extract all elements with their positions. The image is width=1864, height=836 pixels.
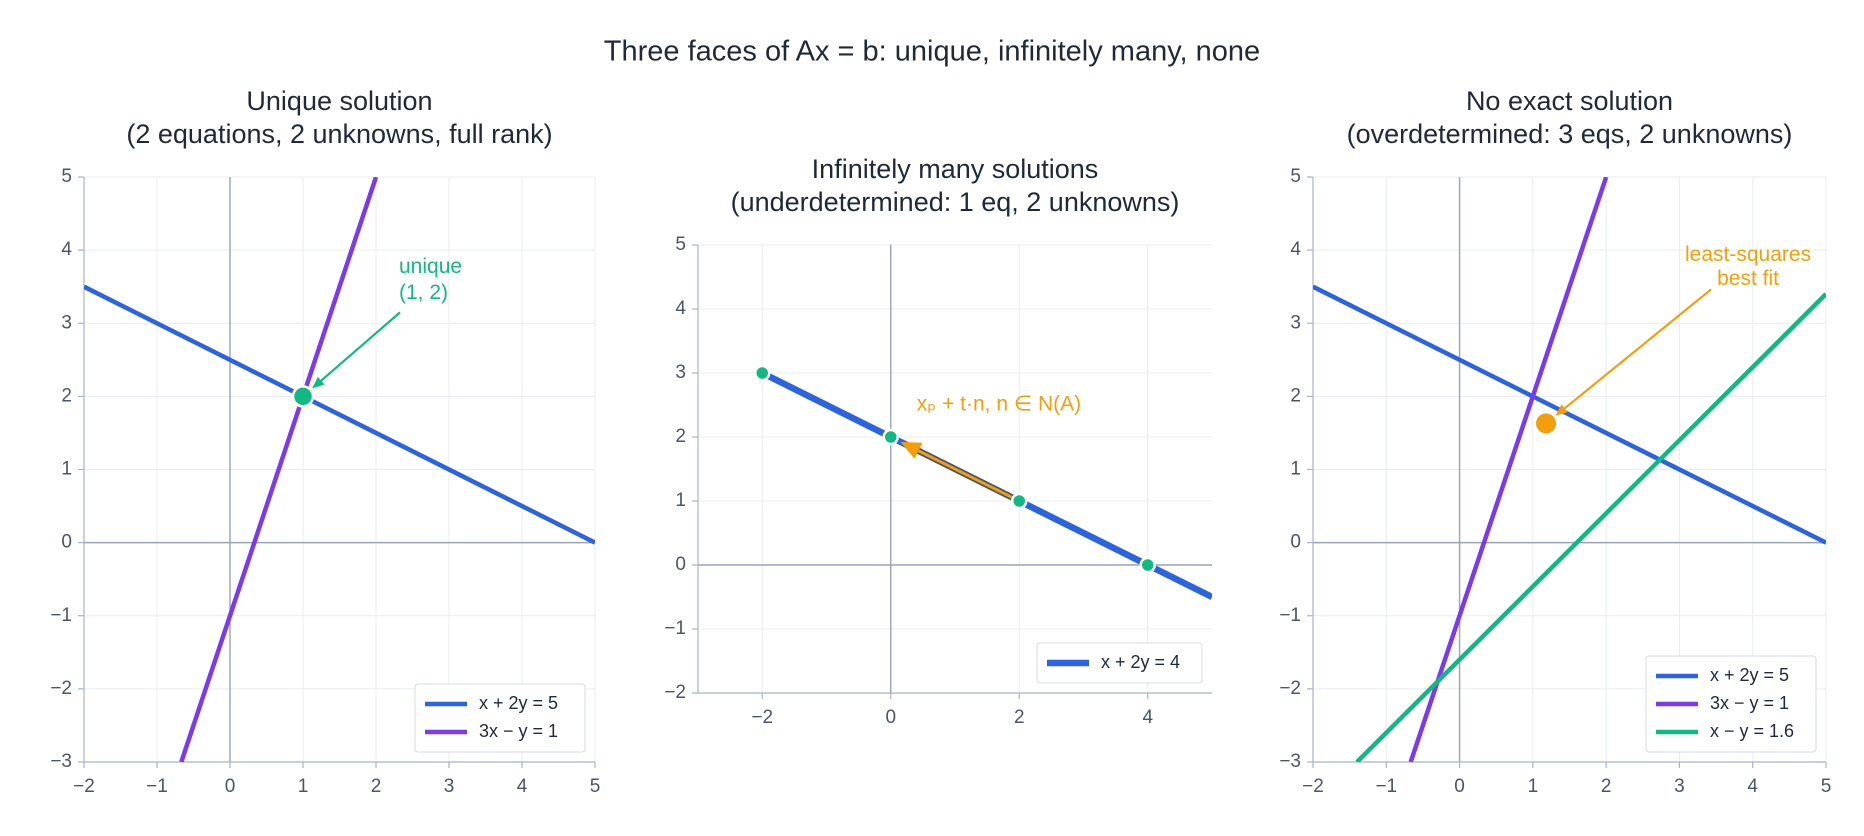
y-tick-label: −1 <box>1279 605 1301 626</box>
x-tick-label: 2 <box>371 776 382 797</box>
x-tick-label: 4 <box>1142 707 1153 728</box>
y-tick-label: 1 <box>1290 459 1301 480</box>
series-line <box>1355 292 1826 762</box>
annotation: xₚ + t·n, n ∈ N(A) <box>917 393 1081 416</box>
x-tick-label: 5 <box>590 776 601 797</box>
y-tick-label: −1 <box>664 618 686 639</box>
y-tick-label: −2 <box>1279 678 1301 699</box>
point <box>1139 556 1156 574</box>
x-tick-label: 2 <box>1014 707 1025 728</box>
y-tick-label: 2 <box>61 385 72 406</box>
legend-box <box>1645 655 1817 753</box>
annotation: least-squares <box>1685 243 1811 266</box>
y-tick-label: 0 <box>61 532 72 553</box>
legend-label: x + 2y = 4 <box>1101 652 1180 672</box>
series-line <box>84 284 595 545</box>
legend-label: 3x − y = 1 <box>1710 693 1789 713</box>
legend-label: x + 2y = 5 <box>479 693 558 713</box>
x-tick-label: 3 <box>444 776 455 797</box>
series-line <box>1408 177 1609 762</box>
y-tick-label: −2 <box>50 678 72 699</box>
point <box>882 428 899 446</box>
y-tick-label: 3 <box>1290 312 1301 333</box>
annotation-arrow-head <box>312 376 325 389</box>
y-tick-label: 4 <box>675 298 686 319</box>
annotation-arrow <box>1563 288 1712 410</box>
x-tick-label: −1 <box>1375 776 1397 797</box>
y-tick-label: 5 <box>675 234 686 255</box>
legend-box <box>1036 642 1203 684</box>
y-tick-label: 1 <box>675 490 686 511</box>
chart-title: (underdetermined: 1 eq, 2 unknowns) <box>731 187 1180 217</box>
y-tick-label: 3 <box>61 312 72 333</box>
y-tick-label: −3 <box>1279 751 1301 772</box>
y-tick-label: 1 <box>61 459 72 480</box>
series-line <box>1313 284 1826 545</box>
annotation-arrow-head <box>1555 404 1568 416</box>
annotation: (1, 2) <box>399 281 448 304</box>
x-tick-label: −2 <box>751 707 773 728</box>
x-tick-label: −2 <box>1302 776 1324 797</box>
series-line <box>179 177 379 762</box>
point <box>291 385 315 408</box>
y-tick-label: 0 <box>675 554 686 575</box>
x-tick-label: −1 <box>146 776 168 797</box>
point <box>1536 413 1557 434</box>
legend-label: x + 2y = 5 <box>1710 665 1789 685</box>
legend-label: 3x − y = 1 <box>479 721 558 741</box>
y-tick-label: 5 <box>61 166 72 187</box>
y-tick-label: −2 <box>664 682 686 703</box>
chart-title: (2 equations, 2 unknowns, full rank) <box>126 119 552 149</box>
y-tick-label: 3 <box>675 362 686 383</box>
annotation: best fit <box>1717 267 1779 290</box>
plot-area <box>84 177 595 762</box>
figure-title: Three faces of Ax = b: unique, infinitel… <box>604 36 1260 68</box>
y-tick-label: −1 <box>50 605 72 626</box>
chart-title: No exact solution <box>1466 86 1673 116</box>
x-tick-label: 1 <box>1528 776 1539 797</box>
legend-box <box>414 683 586 753</box>
x-tick-label: 4 <box>1747 776 1758 797</box>
y-tick-label: 4 <box>1290 239 1301 260</box>
x-tick-label: 4 <box>517 776 528 797</box>
y-tick-label: 5 <box>1290 166 1301 187</box>
plot-area <box>1313 177 1826 762</box>
point <box>754 364 771 382</box>
y-tick-label: 2 <box>1290 385 1301 406</box>
annotation-arrow <box>320 311 401 382</box>
x-tick-label: 3 <box>1674 776 1685 797</box>
x-tick-label: 2 <box>1601 776 1612 797</box>
y-tick-label: 0 <box>1290 532 1301 553</box>
point <box>1011 492 1028 510</box>
arrow-shaft-fill <box>917 449 1020 503</box>
x-tick-label: 0 <box>885 707 896 728</box>
chart-title: (overdetermined: 3 eqs, 2 unknowns) <box>1347 119 1793 149</box>
y-tick-label: 4 <box>61 239 72 260</box>
arrow-head <box>900 441 923 459</box>
x-tick-label: 1 <box>298 776 309 797</box>
x-tick-label: 5 <box>1821 776 1832 797</box>
x-tick-label: −2 <box>73 776 95 797</box>
annotation: unique <box>399 255 462 278</box>
x-tick-label: 0 <box>225 776 236 797</box>
y-tick-label: −3 <box>50 751 72 772</box>
legend-label: x − y = 1.6 <box>1710 721 1794 741</box>
y-tick-label: 2 <box>675 426 686 447</box>
chart-title: Infinitely many solutions <box>812 154 1099 184</box>
chart-title: Unique solution <box>246 86 432 116</box>
x-tick-label: 0 <box>1454 776 1465 797</box>
